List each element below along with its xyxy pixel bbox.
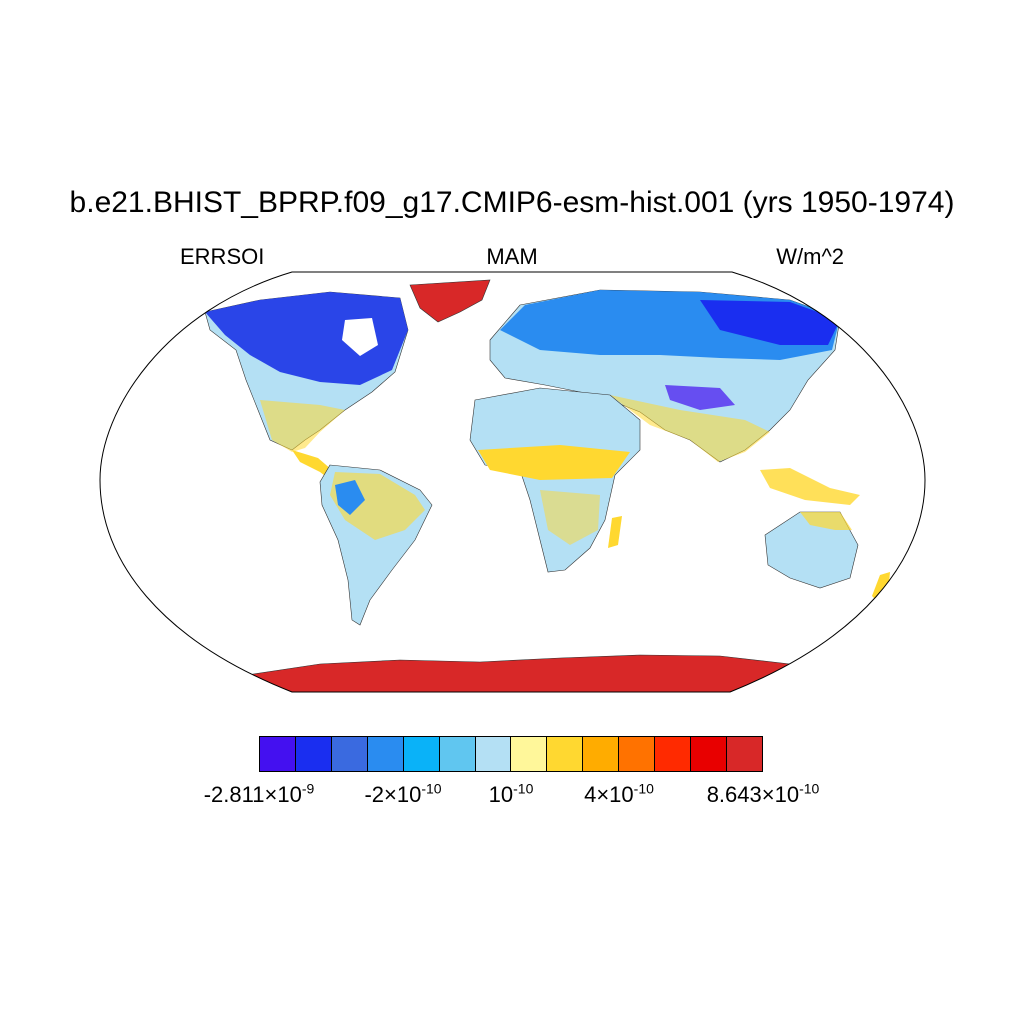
colorbar-tick-label: 10-10 — [488, 780, 534, 807]
colorbar — [259, 736, 763, 772]
colorbar-box — [260, 737, 296, 771]
colorbar-box — [547, 737, 584, 771]
siberia-deep — [700, 300, 840, 345]
colorbar-tick-label: 8.643×10-10 — [706, 780, 820, 807]
greenland — [409, 279, 491, 323]
colorbar-box — [655, 737, 692, 771]
colorbar-box — [726, 737, 762, 771]
units-label: W/m^2 — [776, 244, 844, 269]
map-boundary — [99, 271, 926, 693]
colorbar-box — [475, 737, 512, 771]
colorbar-box — [331, 737, 368, 771]
africa-south — [540, 490, 600, 545]
hudson-bay — [342, 318, 378, 356]
variable-label: ERRSOI — [180, 244, 265, 269]
colorbar-box — [403, 737, 440, 771]
south-america-blue — [335, 480, 365, 515]
colorbar-tick-label: -2.811×10-9 — [203, 780, 315, 807]
madagascar — [608, 516, 622, 548]
asia-warm — [610, 395, 770, 462]
colorbar-box — [583, 737, 620, 771]
season-label: MAM — [486, 244, 538, 269]
colorbar-tick-label: 4×10-10 — [584, 780, 654, 807]
australia-edge — [800, 512, 852, 530]
north-america-cold — [205, 292, 408, 385]
tibet — [665, 385, 735, 410]
colorbar-box — [439, 737, 476, 771]
colorbar-tick-label: -2×10-10 — [364, 780, 442, 807]
colorbar-box — [619, 737, 656, 771]
colorbar-box — [511, 737, 548, 771]
colorbar-box — [367, 737, 404, 771]
colorbar-box — [295, 737, 332, 771]
north-america-south — [260, 400, 345, 452]
map-content — [204, 279, 890, 692]
africa-sahel — [478, 445, 630, 480]
chart-title: b.e21.BHIST_BPRP.f09_g17.CMIP6-esm-hist.… — [69, 186, 955, 219]
antarctica — [239, 654, 821, 692]
colorbar-box — [691, 737, 727, 771]
se-asia — [760, 468, 860, 505]
